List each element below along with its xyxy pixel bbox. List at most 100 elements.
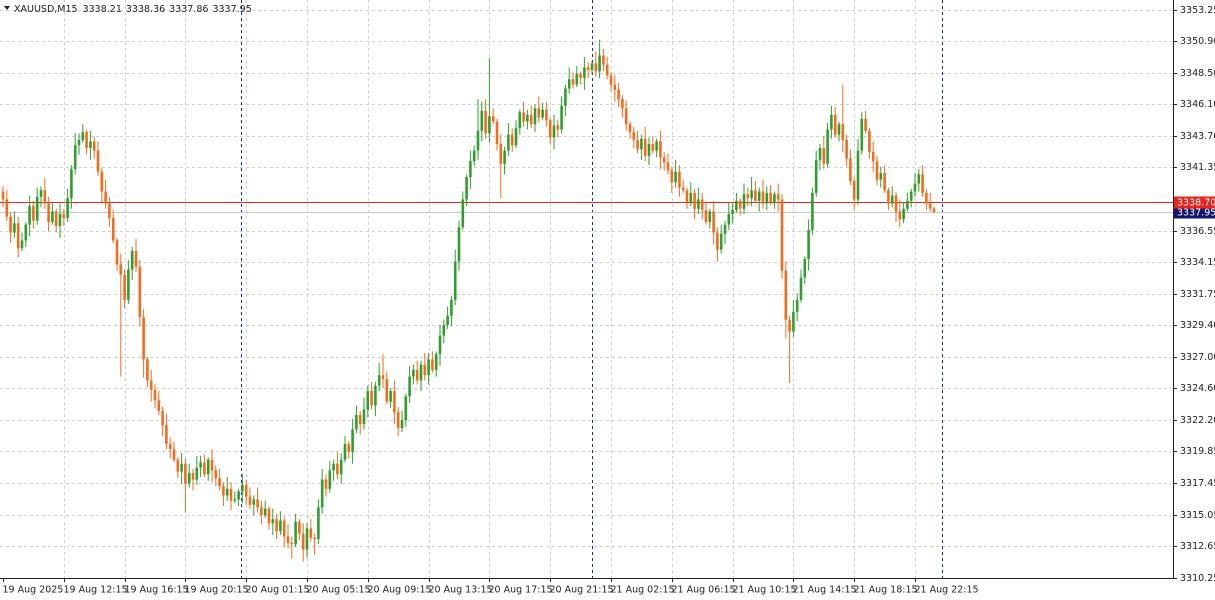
- candle-body: [58, 214, 62, 226]
- candle-body: [484, 110, 487, 134]
- candle-body: [852, 180, 856, 200]
- candle-body: [104, 191, 107, 204]
- candle-body: [149, 380, 153, 390]
- y-tick-label: 3334.15: [1180, 257, 1215, 268]
- candle-body: [271, 519, 275, 524]
- candle-body: [712, 211, 715, 233]
- candle-body: [765, 192, 769, 204]
- candle-body: [203, 462, 206, 475]
- candle-body: [415, 369, 419, 381]
- candle-body: [773, 194, 776, 203]
- candle-body: [370, 391, 373, 406]
- y-tick-label: 3341.35: [1180, 162, 1215, 173]
- candle-body: [883, 173, 886, 191]
- candle-body: [70, 169, 73, 199]
- candle-body: [324, 479, 328, 489]
- candle-body: [320, 479, 324, 508]
- x-tick-label: 20 Aug 09:15: [368, 585, 432, 596]
- last-low: 3337.86: [169, 4, 208, 15]
- candle-body: [374, 385, 377, 406]
- candle-body: [913, 183, 917, 192]
- candle-body: [556, 125, 560, 130]
- candle-body: [716, 232, 719, 250]
- candle-body: [461, 199, 465, 228]
- candle-body: [85, 132, 88, 148]
- candle-body: [754, 190, 757, 201]
- x-tick-label: 20 Aug 17:15: [489, 585, 553, 596]
- candle-body: [529, 114, 533, 125]
- candle-body: [617, 89, 620, 100]
- candle-body: [518, 112, 522, 129]
- candle-body: [776, 194, 780, 200]
- candle-body: [20, 240, 24, 249]
- candle-body: [16, 223, 20, 249]
- candle-body: [811, 192, 814, 230]
- candle-body: [928, 203, 932, 209]
- candle-body: [138, 266, 142, 318]
- candle-body: [351, 429, 354, 452]
- candle-body: [123, 274, 126, 300]
- candle-body: [860, 118, 864, 151]
- candle-body: [510, 134, 514, 146]
- candle-body: [909, 191, 913, 201]
- x-tick-label: 20 Aug 21:15: [550, 585, 614, 596]
- candle-body: [358, 414, 362, 425]
- candle-body: [256, 499, 259, 508]
- candle-body: [9, 216, 12, 233]
- candle-body: [875, 161, 879, 180]
- candle-body: [343, 443, 347, 460]
- candle-body: [286, 536, 290, 543]
- x-tick-label: 19 Aug 12:15: [64, 585, 128, 596]
- candle-body: [35, 196, 39, 221]
- candle-body: [450, 299, 453, 316]
- candle-body: [780, 199, 784, 271]
- candle-body: [47, 203, 50, 222]
- candle-body: [678, 171, 681, 188]
- candle-body: [662, 157, 666, 163]
- y-tick-label: 3317.45: [1180, 478, 1215, 489]
- candle-body: [898, 211, 902, 220]
- candle-body: [233, 499, 237, 501]
- candle-body: [640, 138, 643, 150]
- candle-body: [655, 141, 658, 151]
- candle-body: [503, 150, 506, 164]
- candle-body: [1, 191, 5, 200]
- last-close: 3337.95: [212, 4, 251, 15]
- candle-body: [472, 150, 476, 162]
- candle-body: [803, 258, 807, 278]
- candle-body: [495, 121, 499, 145]
- candle-body: [841, 124, 845, 141]
- candle-body: [431, 359, 434, 370]
- candle-body: [442, 325, 446, 336]
- candle-body: [165, 425, 168, 444]
- candle-body: [735, 200, 738, 211]
- candle-body: [522, 112, 525, 122]
- candle-body: [28, 206, 31, 225]
- candle-body: [244, 484, 248, 497]
- candle-body: [799, 277, 803, 300]
- header-arrow: [4, 6, 10, 10]
- x-tick-label: 20 Aug 05:15: [307, 585, 371, 596]
- y-tick-label: 3322.20: [1180, 415, 1215, 426]
- candle-body: [73, 145, 77, 170]
- candle-body: [263, 508, 267, 516]
- candle-body: [921, 174, 924, 193]
- candle-body: [66, 198, 69, 218]
- candle-body: [229, 488, 233, 501]
- candle-body: [438, 335, 442, 355]
- candle-body: [868, 130, 871, 152]
- y-tick-label: 3324.60: [1180, 383, 1215, 394]
- candle-body: [609, 75, 613, 85]
- x-tick-label: 21 Aug 02:15: [611, 585, 675, 596]
- symbol: XAUUSD,M15: [14, 4, 78, 15]
- candle-body: [605, 64, 609, 76]
- candle-body: [457, 227, 461, 262]
- candle-body: [290, 542, 294, 545]
- candle-body: [685, 190, 689, 203]
- candle-body: [423, 364, 427, 376]
- candle-body: [332, 463, 335, 471]
- candle-body: [579, 73, 582, 78]
- y-tick-label: 3319.85: [1180, 446, 1215, 457]
- candle-body: [814, 159, 818, 193]
